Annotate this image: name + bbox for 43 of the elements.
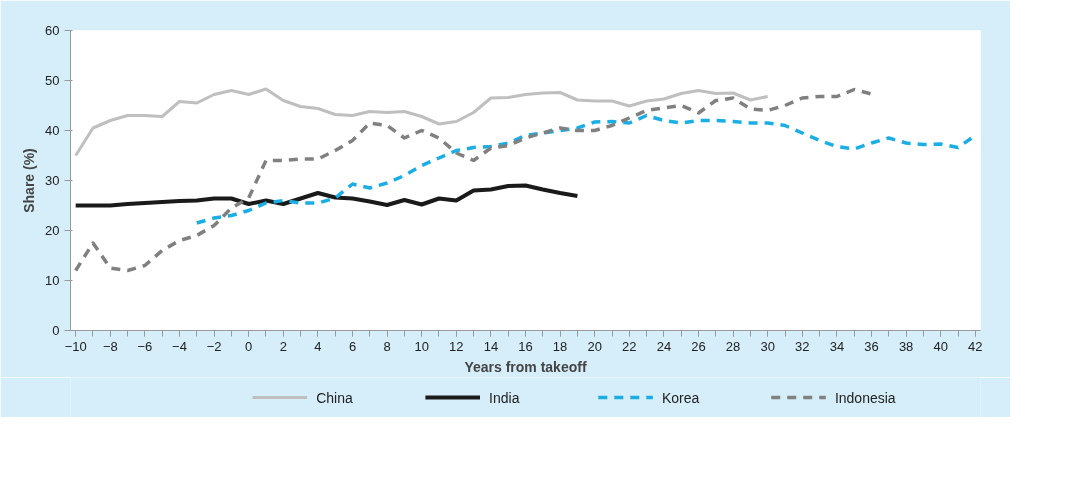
x-tick-label: 0 [245, 338, 253, 354]
x-tick-label: 20 [587, 338, 602, 354]
x-tick-label: −10 [64, 338, 87, 354]
y-tick-label: 0 [52, 323, 60, 338]
x-tick-label: 34 [829, 338, 845, 354]
x-tick-label: 6 [348, 338, 357, 354]
legend-label: Indonesia [834, 389, 896, 406]
x-tick-label: 2 [279, 338, 287, 354]
x-tick-label: −4 [172, 338, 187, 354]
y-tick-label: 10 [45, 273, 60, 288]
x-tick-label: 30 [760, 338, 775, 354]
x-tick-label: 26 [691, 338, 706, 354]
x-tick-label: 42 [968, 338, 983, 354]
x-tick-label: 16 [518, 338, 533, 354]
y-tick-label: 30 [45, 173, 60, 188]
x-tick-label: 14 [483, 338, 499, 354]
x-tick-label: −2 [206, 338, 222, 354]
x-tick-label: 36 [864, 338, 879, 354]
x-tick-label: 32 [795, 338, 810, 354]
y-axis-title: Share (%) [21, 148, 38, 213]
x-tick-label: 18 [552, 338, 568, 354]
x-tick-label: 4 [314, 338, 322, 354]
line-series [73, 183, 580, 208]
x-tick-label: 40 [933, 338, 948, 354]
x-tick-label: 22 [622, 338, 637, 354]
x-tick-label: 38 [898, 338, 914, 354]
x-tick-label: −8 [102, 338, 118, 354]
x-tick-label: 24 [656, 338, 672, 354]
x-tick-label: 28 [725, 338, 741, 354]
y-tick-label: 20 [45, 223, 60, 238]
legend-label: Korea [662, 389, 700, 406]
line-series [73, 87, 874, 273]
x-tick-label: 8 [383, 338, 391, 354]
line-series [74, 87, 770, 157]
x-tick-label: 12 [449, 338, 464, 354]
x-tick-label: 10 [414, 338, 429, 354]
y-tick-label: 50 [45, 73, 60, 88]
y-tick-label: 40 [45, 123, 60, 138]
x-axis-title: Years from takeoff [464, 358, 587, 375]
legend-label: India [489, 389, 520, 406]
x-tick-label: −6 [137, 338, 153, 354]
y-tick-label: 60 [45, 23, 60, 38]
legend-label: China [316, 389, 353, 406]
